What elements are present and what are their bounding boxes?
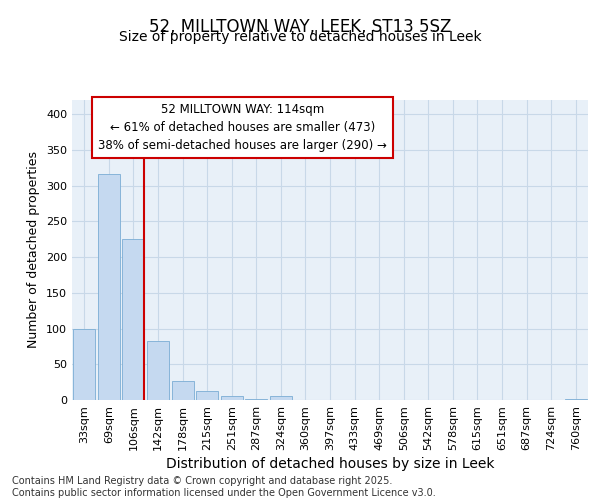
Text: Contains HM Land Registry data © Crown copyright and database right 2025.
Contai: Contains HM Land Registry data © Crown c… (12, 476, 436, 498)
Text: 52 MILLTOWN WAY: 114sqm
← 61% of detached houses are smaller (473)
38% of semi-d: 52 MILLTOWN WAY: 114sqm ← 61% of detache… (98, 103, 387, 152)
Bar (565, 398, 587, 400)
Bar (245, 398, 268, 400)
Bar (270, 396, 292, 400)
Y-axis label: Number of detached properties: Number of detached properties (28, 152, 40, 348)
Bar (122, 238, 145, 400)
Bar (196, 390, 218, 400)
Bar (147, 340, 169, 400)
Text: Size of property relative to detached houses in Leek: Size of property relative to detached ho… (119, 30, 481, 44)
Bar (221, 396, 243, 400)
Bar (98, 174, 120, 400)
Bar (172, 380, 194, 400)
Bar (73, 328, 95, 400)
Text: 52, MILLTOWN WAY, LEEK, ST13 5SZ: 52, MILLTOWN WAY, LEEK, ST13 5SZ (149, 18, 451, 36)
X-axis label: Distribution of detached houses by size in Leek: Distribution of detached houses by size … (166, 457, 494, 471)
